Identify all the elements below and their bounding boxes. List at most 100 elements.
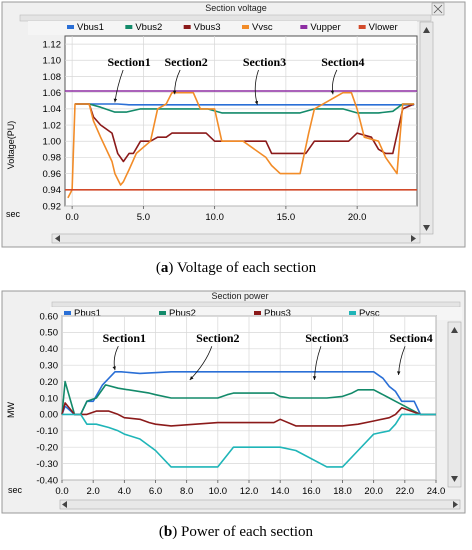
x-tick-label: 10.0 bbox=[209, 486, 228, 497]
caption-a-text: Voltage of each section bbox=[176, 260, 317, 276]
panel-b-y-axis-label: MW bbox=[6, 402, 16, 418]
x-tick-label: 10.0 bbox=[205, 212, 224, 223]
annotation-label: Section4 bbox=[389, 331, 432, 345]
annotation-label: Section4 bbox=[321, 55, 364, 69]
x-tick-label: 24.0 bbox=[427, 486, 446, 497]
x-tick-label: 8.0 bbox=[180, 486, 193, 497]
y-tick-label: 0.20 bbox=[40, 377, 59, 388]
legend-label[interactable]: Pbus2 bbox=[169, 308, 196, 319]
panel-b-x-ticks: 0.0 2.0 4.0 6.0 8.0 10.0 12.0 14.0 16.0 18.0 20.0 2… bbox=[55, 480, 445, 497]
annotation-arrowhead bbox=[312, 376, 317, 380]
panel-a-x-unit-label: sec bbox=[6, 209, 21, 219]
panel-a-y-axis-label: Voltage(PU) bbox=[6, 121, 16, 170]
y-tick-label: 1.06 bbox=[43, 88, 62, 99]
panel-a-scroll-right-icon[interactable] bbox=[411, 235, 416, 242]
x-tick-label: 0.0 bbox=[55, 486, 68, 497]
legend-swatch bbox=[183, 25, 191, 29]
annotation-label: Section2 bbox=[164, 55, 207, 69]
panel-b-x-unit-label: sec bbox=[8, 485, 23, 495]
legend-label[interactable]: Pvsc bbox=[359, 308, 380, 319]
y-tick-label: 0.92 bbox=[43, 201, 62, 212]
x-tick-label: 22.0 bbox=[396, 486, 415, 497]
annotation-arrowhead bbox=[112, 366, 116, 371]
y-tick-label: 0.94 bbox=[43, 185, 62, 196]
caption-b: (b) Power of each section bbox=[158, 524, 314, 540]
x-tick-label: 0.0 bbox=[66, 212, 79, 223]
panel-b-scroll-left-icon[interactable] bbox=[62, 501, 67, 508]
panel-a-horizontal-scrollbar[interactable] bbox=[51, 233, 421, 244]
x-tick-label: 6.0 bbox=[149, 486, 162, 497]
x-tick-label: 2.0 bbox=[87, 486, 100, 497]
y-tick-label: 1.00 bbox=[43, 137, 62, 148]
y-tick-label: -0.10 bbox=[36, 426, 58, 437]
panel-b-title: Section power bbox=[211, 291, 268, 301]
panel-a-legend: Vbus1 Vbus2 Vbus3 Vvsc Vupper Vlower bbox=[67, 22, 398, 33]
legend-swatch bbox=[358, 25, 366, 29]
legend-swatch bbox=[64, 311, 71, 315]
x-tick-label: 16.0 bbox=[302, 486, 321, 497]
panel-b-y-ticks: 0.60 0.50 0.40 0.30 0.20 0.10 0.00 -0.10 -0.20 -0… bbox=[36, 311, 58, 486]
panel-a-legend-bar bbox=[28, 21, 417, 35]
x-tick-label: 12.0 bbox=[240, 486, 259, 497]
panel-b-series bbox=[61, 371, 436, 468]
legend-label[interactable]: Pbus1 bbox=[74, 308, 101, 319]
annotation-label: Section3 bbox=[305, 331, 348, 345]
panel-a-annotations: Section1 Section2 Section3 Section4 bbox=[107, 55, 365, 105]
panel-a-y-ticks: 0.92 0.94 0.96 0.98 1.00 1.02 1.04 1.06 1.08 1.10… bbox=[43, 39, 62, 212]
annotation-arrowhead bbox=[113, 98, 118, 103]
y-tick-label: 0.96 bbox=[43, 169, 62, 180]
panel-a-series bbox=[65, 90, 417, 199]
legend-label[interactable]: Vlower bbox=[369, 22, 398, 33]
legend-label[interactable]: Vupper bbox=[310, 22, 340, 33]
legend-label[interactable]: Pbus3 bbox=[264, 308, 291, 319]
caption-a-tag: a bbox=[160, 260, 169, 276]
panel-a-vertical-scrollbar[interactable] bbox=[419, 21, 434, 235]
x-tick-label: 20.0 bbox=[364, 486, 383, 497]
panel-a-close-icon bbox=[433, 4, 443, 14]
series-line-vbus3 bbox=[75, 103, 415, 163]
panel-b-annotations: Section1 Section2 Section3 Section4 bbox=[103, 331, 433, 381]
panel-b-vertical-scrollbar[interactable] bbox=[447, 321, 462, 488]
y-tick-label: 1.08 bbox=[43, 72, 62, 83]
annotation-label: Section2 bbox=[196, 331, 239, 345]
panel-b-scroll-up-icon[interactable] bbox=[451, 327, 458, 333]
legend-label[interactable]: Vvsc bbox=[252, 22, 273, 33]
x-tick-label: 4.0 bbox=[118, 486, 131, 497]
x-tick-label: 18.0 bbox=[333, 486, 352, 497]
panel-b-scroll-down-icon[interactable] bbox=[451, 476, 458, 482]
x-tick-label: 14.0 bbox=[271, 486, 290, 497]
panel-b-scroll-right-icon[interactable] bbox=[453, 501, 458, 508]
annotation-label: Section3 bbox=[243, 55, 286, 69]
series-line-pbus3 bbox=[61, 402, 436, 427]
panel-b: Section power Pbus1 Pbus2 Pbus3 Pvsc 0.600.… bbox=[1, 290, 466, 514]
annotation-arrowhead bbox=[330, 90, 335, 95]
y-tick-label: -0.40 bbox=[36, 475, 58, 486]
y-tick-label: 1.10 bbox=[43, 56, 62, 67]
panel-a-scroll-left-icon[interactable] bbox=[55, 235, 60, 242]
legend-swatch bbox=[254, 311, 261, 315]
legend-swatch bbox=[159, 311, 166, 315]
caption-b-text: Power of each section bbox=[181, 524, 314, 540]
series-line-vbus1 bbox=[75, 103, 415, 106]
y-tick-label: 0.98 bbox=[43, 153, 62, 164]
panel-a-plot-area bbox=[64, 35, 418, 207]
legend-label[interactable]: Vbus3 bbox=[194, 22, 221, 33]
panel-a-scroll-down-icon[interactable] bbox=[423, 225, 430, 231]
y-tick-label: 1.12 bbox=[43, 39, 62, 50]
annotation-arrowhead bbox=[254, 100, 259, 105]
annotation-arrowhead bbox=[396, 371, 401, 376]
panel-a-title-strip bbox=[19, 14, 432, 22]
y-tick-label: 0.50 bbox=[40, 328, 59, 339]
caption-a: (a) Voltage of each section bbox=[155, 260, 317, 276]
x-tick-label: 5.0 bbox=[137, 212, 150, 223]
legend-label[interactable]: Vbus2 bbox=[135, 22, 162, 33]
series-line-vvsc bbox=[67, 91, 415, 199]
y-tick-label: 0.30 bbox=[40, 361, 59, 372]
annotation-arrowhead bbox=[189, 376, 194, 380]
legend-label[interactable]: Vbus1 bbox=[77, 22, 104, 33]
panel-b-horizontal-scrollbar[interactable] bbox=[59, 499, 461, 510]
series-line-vbus2 bbox=[75, 103, 415, 114]
panel-a-scroll-up-icon[interactable] bbox=[423, 27, 430, 33]
y-tick-label: 0.00 bbox=[40, 410, 59, 421]
